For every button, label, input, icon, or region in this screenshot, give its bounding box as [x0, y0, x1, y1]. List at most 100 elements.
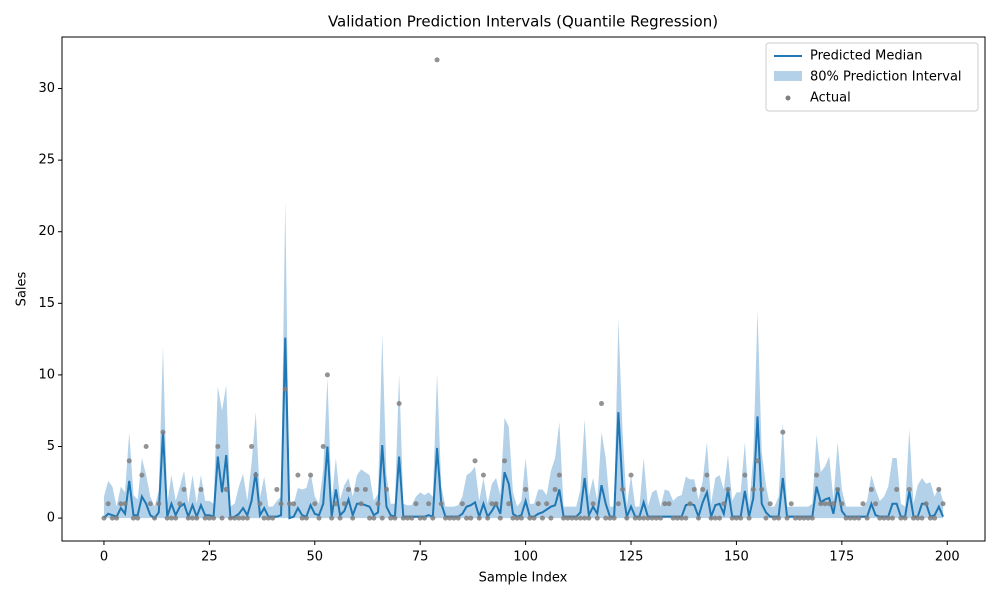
actual-point	[502, 458, 508, 464]
actual-point	[164, 515, 170, 521]
actual-point	[624, 515, 630, 521]
actual-point	[620, 486, 626, 492]
actual-point	[814, 472, 820, 478]
actual-point	[750, 486, 756, 492]
actual-point	[666, 501, 672, 507]
actual-point	[206, 515, 212, 521]
actual-point	[194, 515, 200, 521]
actual-point	[582, 515, 588, 521]
actual-point	[489, 501, 495, 507]
actual-point	[118, 501, 124, 507]
actual-point	[729, 515, 735, 521]
actual-point	[392, 515, 398, 521]
actual-point	[544, 501, 550, 507]
actual-point	[535, 501, 541, 507]
actual-point	[409, 515, 415, 521]
actual-point	[303, 515, 309, 521]
actual-point	[826, 501, 832, 507]
actual-point	[135, 515, 141, 521]
actual-point	[105, 501, 111, 507]
actual-point	[628, 472, 634, 478]
actual-point	[244, 515, 250, 521]
actual-point	[434, 57, 440, 63]
actual-point	[223, 486, 229, 492]
actual-point	[683, 515, 689, 521]
actual-point	[413, 501, 419, 507]
actual-point	[763, 515, 769, 521]
legend: Predicted Median 80% Prediction Interval A…	[765, 42, 979, 112]
actual-point	[350, 515, 356, 521]
actual-point	[653, 515, 659, 521]
actual-point	[329, 515, 335, 521]
actual-point	[835, 486, 841, 492]
x-tick-label: 25	[201, 550, 218, 565]
actual-point	[312, 501, 318, 507]
actual-point	[700, 486, 706, 492]
actual-point	[847, 515, 853, 521]
actual-point	[109, 515, 115, 521]
actual-point	[809, 515, 815, 521]
actual-point	[670, 515, 676, 521]
actual-point	[426, 501, 432, 507]
actual-point	[346, 486, 352, 492]
actual-point	[173, 515, 179, 521]
actual-point	[561, 515, 567, 521]
actual-point	[468, 515, 474, 521]
legend-band-swatch	[774, 71, 802, 81]
actual-point	[755, 458, 761, 464]
actual-point	[143, 444, 149, 449]
legend-label: 80% Prediction Interval	[810, 70, 962, 85]
actual-point	[738, 515, 744, 521]
actual-point	[599, 401, 605, 407]
x-tick-label: 150	[724, 550, 749, 565]
actual-point	[257, 501, 263, 507]
y-tick-label: 5	[47, 439, 55, 454]
actual-point	[873, 501, 879, 507]
y-tick-label: 25	[38, 153, 55, 168]
actual-point	[746, 515, 752, 521]
y-tick-label: 20	[38, 224, 55, 239]
actual-point	[662, 501, 668, 507]
actual-point	[274, 486, 280, 492]
actual-point	[219, 515, 225, 521]
actual-point	[632, 515, 638, 521]
actual-point	[249, 444, 255, 449]
actual-point	[320, 444, 326, 449]
actual-point	[430, 515, 436, 521]
x-tick-label: 75	[412, 550, 429, 565]
actual-point	[674, 515, 680, 521]
actual-point	[691, 486, 697, 492]
actual-point	[375, 501, 381, 507]
actual-point	[603, 515, 609, 521]
actual-point	[708, 515, 714, 521]
actual-point	[396, 401, 402, 407]
x-tick-label: 100	[513, 550, 538, 565]
actual-point	[455, 515, 461, 521]
actual-point	[927, 515, 933, 521]
actual-point	[130, 515, 136, 521]
prediction-interval	[103, 200, 944, 519]
actual-point	[548, 515, 554, 521]
actual-point	[122, 501, 128, 507]
actual-point	[464, 515, 470, 521]
actual-point	[877, 515, 883, 521]
actual-point	[523, 486, 529, 492]
actual-point	[388, 515, 394, 521]
actual-point	[577, 515, 583, 521]
actual-point	[776, 515, 782, 521]
actual-point	[636, 515, 642, 521]
actual-point	[607, 515, 613, 521]
actual-point	[881, 515, 887, 521]
actual-point	[704, 472, 710, 478]
actual-point	[923, 501, 929, 507]
actual-point	[168, 515, 174, 521]
actual-point	[860, 501, 866, 507]
actual-point	[611, 515, 617, 521]
actual-point	[759, 486, 765, 492]
actual-point	[333, 501, 339, 507]
actual-point	[261, 515, 267, 521]
actual-point	[227, 515, 233, 521]
legend-label: Actual	[810, 91, 851, 106]
actual-point	[788, 501, 794, 507]
